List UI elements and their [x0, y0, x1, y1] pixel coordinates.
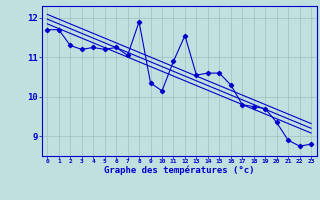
- X-axis label: Graphe des températures (°c): Graphe des températures (°c): [104, 166, 254, 175]
